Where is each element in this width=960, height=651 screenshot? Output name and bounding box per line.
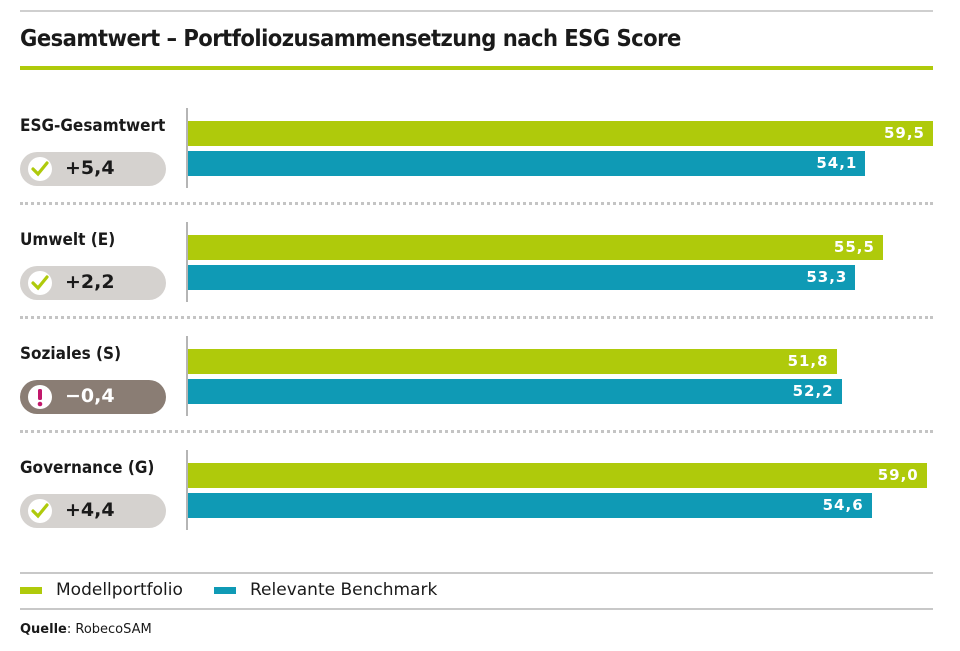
legend-swatch	[20, 586, 42, 594]
check-icon	[28, 157, 52, 181]
category-label: Governance (G)	[20, 458, 155, 478]
axis-line	[186, 450, 188, 530]
chart-title: Gesamtwert – Portfoliozusammensetzung na…	[20, 26, 681, 52]
data-label: 54,6	[822, 496, 864, 514]
check-icon	[28, 499, 52, 523]
legend-item-modellportfolio: Modellportfolio	[20, 580, 183, 600]
axis-line	[186, 222, 188, 302]
legend-rule-bottom	[20, 608, 933, 610]
data-label: 59,0	[877, 466, 919, 484]
legend-label: Modellportfolio	[56, 580, 183, 600]
difference-badge: +5,4	[20, 152, 166, 186]
category-label: Soziales (S)	[20, 344, 122, 364]
axis-line	[186, 336, 188, 416]
top-rule	[20, 10, 933, 12]
data-label: 51,8	[787, 352, 829, 370]
difference-value: +2,2	[65, 271, 115, 293]
data-label: 54,1	[816, 154, 858, 172]
bar-modellportfolio: 59,5	[188, 121, 933, 146]
bar-modellportfolio: 55,5	[188, 235, 883, 260]
category-group: Governance (G) +4,4 59,0 54,6	[0, 450, 960, 564]
source-note: Quelle: RobecoSAM	[20, 622, 152, 637]
group-separator	[20, 430, 933, 433]
difference-badge: −0,4	[20, 380, 166, 414]
legend-swatch	[214, 586, 236, 594]
difference-value: +4,4	[65, 499, 115, 521]
check-icon	[28, 271, 52, 295]
data-label: 53,3	[806, 268, 848, 286]
category-group: ESG-Gesamtwert +5,4 59,5 54,1	[0, 108, 960, 222]
legend-item-benchmark: Relevante Benchmark	[214, 580, 437, 600]
category-group: Umwelt (E) +2,2 55,5 53,3	[0, 222, 960, 336]
category-group: Soziales (S) −0,4 51,8 52,2	[0, 336, 960, 450]
bar-benchmark: 54,1	[188, 151, 866, 176]
source-text: : RobecoSAM	[66, 622, 152, 637]
bar-benchmark: 52,2	[188, 379, 842, 404]
legend-rule-top	[20, 572, 933, 574]
group-separator	[20, 202, 933, 205]
bar-modellportfolio: 59,0	[188, 463, 927, 488]
data-label: 55,5	[833, 238, 875, 256]
group-separator	[20, 316, 933, 319]
difference-value: +5,4	[65, 157, 115, 179]
category-label: Umwelt (E)	[20, 230, 116, 250]
axis-line	[186, 108, 188, 188]
difference-badge: +2,2	[20, 266, 166, 300]
data-label: 52,2	[792, 382, 834, 400]
category-label: ESG-Gesamtwert	[20, 116, 166, 136]
bar-benchmark: 53,3	[188, 265, 856, 290]
bar-modellportfolio: 51,8	[188, 349, 837, 374]
bar-benchmark: 54,6	[188, 493, 872, 518]
difference-badge: +4,4	[20, 494, 166, 528]
difference-value: −0,4	[65, 385, 115, 407]
exclamation-icon	[28, 385, 52, 409]
data-label: 59,5	[883, 124, 925, 142]
legend-label: Relevante Benchmark	[250, 580, 438, 600]
title-rule	[20, 66, 933, 70]
source-label: Quelle	[20, 622, 67, 637]
